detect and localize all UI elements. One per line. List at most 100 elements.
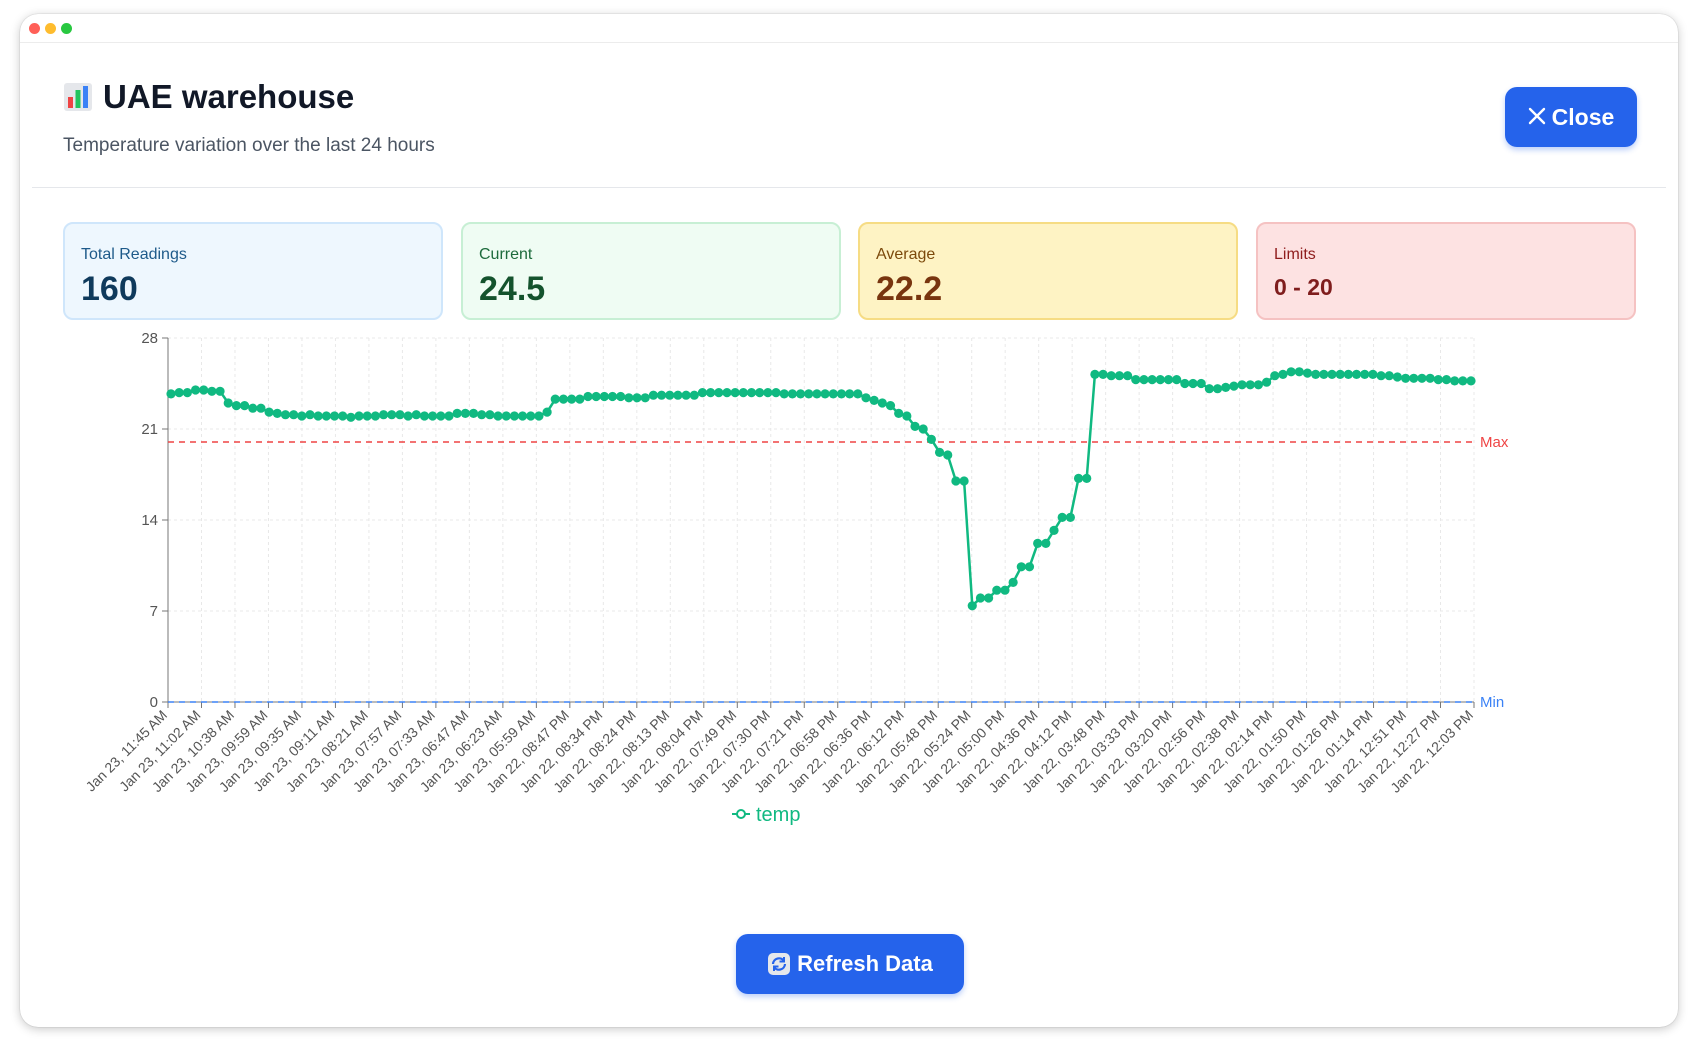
window-maximize-dot[interactable]: [61, 23, 72, 34]
data-point: [362, 411, 372, 421]
data-point: [681, 390, 691, 400]
data-point: [763, 388, 773, 398]
data-point: [1417, 373, 1427, 383]
close-icon: [1528, 104, 1552, 131]
stat-card-current: Current 24.5: [461, 222, 841, 320]
data-point: [1000, 585, 1010, 595]
data-point: [730, 388, 740, 398]
data-point: [861, 393, 871, 403]
data-point: [1221, 382, 1231, 392]
data-point: [894, 408, 904, 418]
data-point: [616, 391, 626, 402]
data-point: [542, 407, 552, 417]
data-point: [550, 394, 560, 404]
data-point: [812, 389, 822, 399]
data-point: [567, 394, 577, 404]
data-point: [779, 389, 789, 399]
data-point: [910, 421, 920, 431]
data-point: [787, 389, 797, 399]
data-point: [1188, 378, 1198, 389]
data-point: [1351, 369, 1362, 379]
data-point: [1294, 367, 1304, 377]
stat-value: 160: [81, 270, 138, 308]
data-point: [207, 386, 217, 396]
stat-label: Average: [876, 246, 936, 263]
page-subtitle: Temperature variation over the last 24 h…: [63, 135, 435, 156]
data-point: [583, 391, 593, 402]
data-point: [1286, 367, 1296, 377]
data-point: [1425, 373, 1435, 383]
data-point: [338, 411, 348, 421]
data-point: [975, 593, 986, 603]
data-point: [746, 388, 757, 398]
y-tick-label: 28: [141, 330, 158, 347]
data-point: [738, 388, 748, 398]
data-point: [1098, 369, 1108, 379]
data-point: [885, 401, 896, 411]
data-point: [436, 411, 446, 421]
data-point: [223, 398, 233, 408]
data-point: [706, 388, 716, 398]
data-point: [174, 388, 184, 398]
data-point: [485, 410, 495, 420]
data-point: [926, 434, 936, 444]
data-point: [1082, 473, 1092, 483]
data-point: [632, 393, 642, 403]
data-point: [329, 411, 340, 421]
data-point: [297, 411, 307, 421]
data-point: [272, 408, 282, 418]
data-point: [182, 388, 192, 398]
data-point: [575, 394, 585, 404]
data-point: [1106, 371, 1116, 381]
data-point: [411, 410, 421, 420]
refresh-icon: [767, 952, 791, 976]
data-point: [199, 385, 209, 395]
data-point: [714, 388, 724, 398]
refresh-data-button[interactable]: Refresh Data: [736, 934, 964, 994]
data-point: [591, 391, 601, 402]
data-point: [517, 411, 528, 421]
legend-swatch-marker: [736, 809, 746, 819]
data-point: [607, 391, 618, 402]
data-point: [428, 411, 438, 421]
data-point: [599, 391, 609, 402]
data-point: [1450, 376, 1460, 386]
data-point: [665, 390, 675, 400]
data-point: [1261, 377, 1272, 387]
data-point: [1147, 375, 1157, 385]
data-point: [346, 412, 356, 422]
data-point: [877, 398, 887, 408]
modal-window: UAE warehouse Temperature variation over…: [20, 14, 1678, 1027]
data-point: [853, 389, 863, 399]
data-point: [468, 408, 479, 418]
data-point: [248, 403, 258, 413]
data-point: [1237, 380, 1247, 390]
data-point: [354, 411, 364, 421]
data-point: [1335, 369, 1345, 379]
data-point: [1400, 373, 1411, 383]
data-point: [984, 593, 994, 603]
data-point: [697, 388, 708, 398]
window-close-dot[interactable]: [29, 23, 40, 34]
reference-label-max: Max: [1480, 434, 1509, 451]
data-point: [951, 476, 961, 486]
data-point: [1057, 512, 1067, 522]
stat-label: Total Readings: [81, 246, 187, 263]
data-point: [845, 389, 855, 399]
data-point: [624, 393, 634, 403]
data-point: [959, 476, 969, 486]
data-point: [166, 389, 176, 399]
data-point: [1409, 373, 1419, 383]
data-point: [419, 411, 430, 421]
close-button[interactable]: Close: [1505, 87, 1637, 147]
data-point: [673, 390, 683, 400]
data-point: [1155, 375, 1165, 385]
data-point: [190, 385, 201, 395]
data-point: [239, 401, 250, 411]
data-point: [828, 389, 838, 399]
data-point: [1376, 371, 1386, 381]
window-minimize-dot[interactable]: [45, 23, 56, 34]
data-point: [1319, 369, 1329, 379]
data-point: [1270, 371, 1280, 381]
